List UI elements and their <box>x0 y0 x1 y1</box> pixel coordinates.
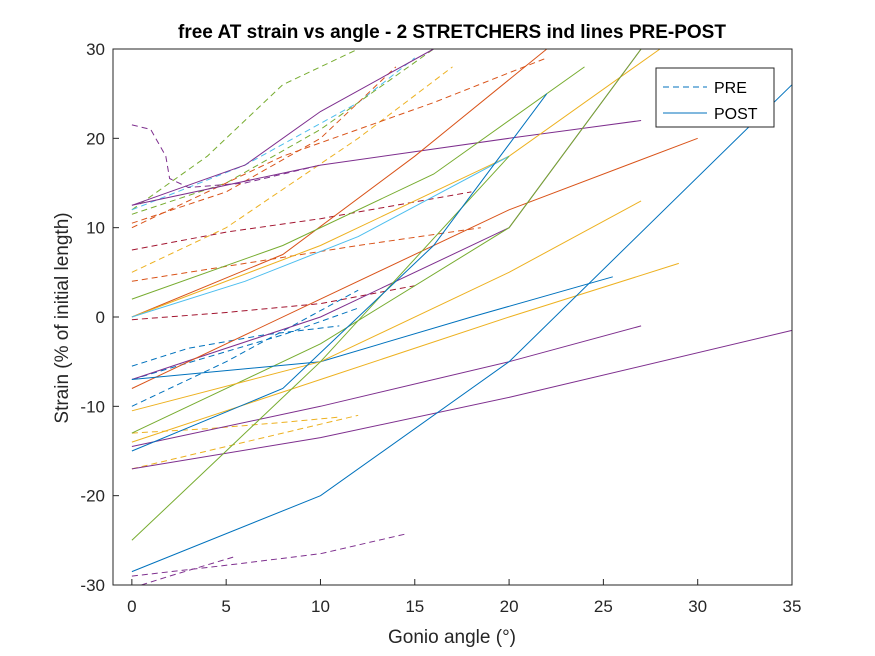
x-tick-label: 0 <box>127 597 136 616</box>
pre-line-4 <box>131 66 397 224</box>
post-line-19 <box>131 48 548 318</box>
y-tick-label: -10 <box>80 397 105 416</box>
post-line-28 <box>131 262 679 443</box>
pre-line-12 <box>131 414 359 470</box>
post-line-21 <box>131 155 510 318</box>
legend-post-label: POST <box>714 106 758 123</box>
x-tick-label: 35 <box>783 597 802 616</box>
post-line-22 <box>131 66 585 300</box>
y-tick-label: 10 <box>86 219 105 238</box>
x-tick-label: 10 <box>311 597 330 616</box>
post-line-31 <box>131 84 793 573</box>
y-tick-label: -20 <box>80 487 105 506</box>
x-axis-label: Gonio angle (°) <box>388 627 516 648</box>
pre-line-10 <box>131 289 359 407</box>
y-tick-label: 30 <box>86 40 105 59</box>
pre-line-8 <box>131 285 415 321</box>
post-line-17 <box>131 48 434 206</box>
pre-line-13 <box>131 533 406 577</box>
pre-line-11 <box>131 416 340 434</box>
post-line-24 <box>131 137 698 389</box>
y-tick-label: 0 <box>96 308 105 327</box>
post-line-29 <box>131 325 642 447</box>
pre-line-9 <box>131 325 340 367</box>
pre-line-1 <box>131 57 416 211</box>
y-tick-label: 20 <box>86 129 105 148</box>
x-tick-label: 5 <box>221 597 230 616</box>
chart-title: free AT strain vs angle - 2 STRETCHERS i… <box>178 22 726 43</box>
x-tick-label: 25 <box>594 597 613 616</box>
plot-lines <box>131 48 793 586</box>
y-tick-label: -30 <box>80 576 105 595</box>
pre-line-2 <box>131 48 434 215</box>
x-tick-label: 30 <box>688 597 707 616</box>
x-tick-label: 20 <box>500 597 519 616</box>
pre-line-14 <box>141 555 236 586</box>
y-axis-label: Strain (% of initial length) <box>52 212 73 423</box>
post-line-30 <box>131 329 793 470</box>
axes-box <box>112 48 793 586</box>
post-line-32 <box>131 155 510 541</box>
pre-line-3 <box>131 124 321 189</box>
post-line-26 <box>131 276 613 380</box>
pre-line-5 <box>131 66 453 273</box>
post-line-33 <box>131 93 548 452</box>
post-line-20 <box>131 48 661 318</box>
legend-box <box>655 67 775 128</box>
post-line-18 <box>131 120 642 206</box>
pre-line-16 <box>131 57 547 229</box>
pre-line-7 <box>131 227 481 282</box>
post-line-25 <box>131 48 642 434</box>
x-tick-label: 15 <box>405 597 424 616</box>
y-ticks: -30 -20 -10 0 10 20 30 <box>80 40 119 595</box>
x-ticks: 0 5 10 15 20 25 30 35 <box>127 579 801 616</box>
legend-pre-label: PRE <box>714 80 747 97</box>
pre-line-0 <box>131 48 359 211</box>
post-line-27 <box>131 200 642 412</box>
legend: PRE POST <box>655 67 775 128</box>
pre-line-6 <box>131 191 472 251</box>
